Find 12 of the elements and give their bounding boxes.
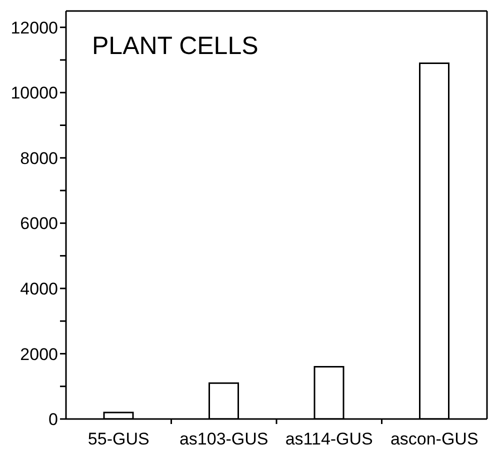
y-tick-label: 0 <box>48 410 58 430</box>
y-tick-label: 4000 <box>20 279 58 298</box>
y-tick-label: 8000 <box>20 148 58 168</box>
x-tick-label: as103-GUS <box>179 430 268 449</box>
text: PLANT CELLS <box>92 32 258 60</box>
y-tick-label: 2000 <box>20 344 58 364</box>
y-tick-label: 10000 <box>10 84 58 103</box>
x-tick-label: ascon-GUS <box>390 430 478 449</box>
x-tick-label: as114-GUS <box>285 430 373 449</box>
x-tick-label: 55-GUS <box>88 430 150 449</box>
y-tick-label: 6000 <box>20 214 58 234</box>
y-tick-label: 12000 <box>10 18 58 38</box>
